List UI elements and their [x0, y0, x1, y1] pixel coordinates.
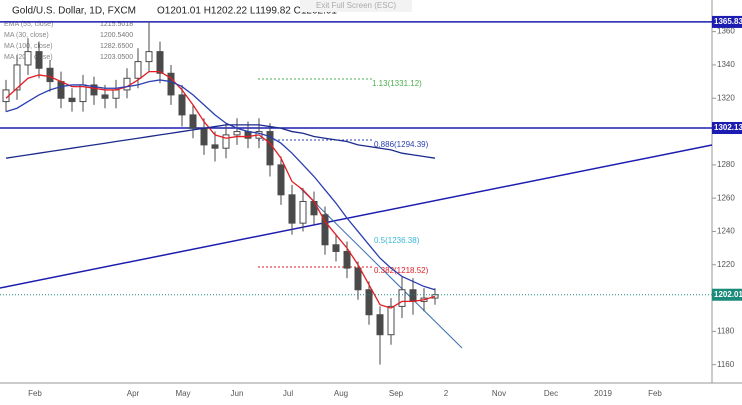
candle-body: [90, 84, 98, 96]
y-tick-label: 1360: [717, 27, 735, 36]
candle-body: [13, 64, 21, 91]
fib-label: 1.13(1331.12): [372, 79, 422, 88]
price-label-bg: [712, 15, 742, 28]
exit-button-bg[interactable]: [300, 0, 412, 12]
fib-label: 0.5(1236.38): [374, 236, 420, 245]
indicator-value: 1282.6500: [100, 43, 133, 50]
candle-body: [101, 94, 109, 99]
indicator-line: [5, 79, 436, 291]
candle-body: [299, 200, 307, 224]
candle-body: [189, 114, 197, 129]
candle-body: [156, 51, 164, 74]
candle-body: [332, 244, 340, 252]
candle-body: [167, 72, 175, 96]
candle-body: [343, 250, 351, 269]
x-tick-label: Feb: [28, 389, 42, 398]
candle-body: [244, 131, 252, 139]
chart-title: Gold/U.S. Dollar, 1D, FXCM: [12, 6, 136, 17]
candle-body: [57, 81, 65, 99]
price-label: 1302.13: [714, 123, 742, 132]
indicator-name: EMA (55, close): [4, 21, 53, 28]
last-price-label: 1202.01: [714, 290, 742, 299]
candle-body: [365, 289, 373, 316]
indicator-value: 1203.0500: [100, 54, 133, 61]
candle-body: [200, 127, 208, 146]
y-tick-label: 1160: [717, 360, 735, 369]
candle-body: [46, 67, 54, 83]
candle-body: [233, 131, 241, 136]
y-tick-label: 1340: [717, 60, 735, 69]
y-tick-label: 1180: [717, 326, 735, 335]
x-tick-label: Sep: [389, 389, 404, 398]
candle-body: [222, 134, 230, 149]
legend-bg: [2, 41, 134, 51]
candle-body: [398, 289, 406, 307]
candle-body: [376, 314, 384, 336]
indicator-line: [5, 124, 436, 159]
candle-body: [123, 77, 131, 91]
indicator-name: MA (30, close): [4, 32, 49, 39]
price-label-bg: [712, 122, 742, 135]
x-tick-label: May: [175, 389, 190, 398]
candle-body: [35, 51, 43, 69]
x-tick-label: 2: [444, 389, 449, 398]
legend-bg: [2, 19, 134, 29]
price-label: 1365.83: [714, 17, 742, 26]
candle-body: [277, 164, 285, 196]
trend-line: [0, 144, 713, 289]
y-tick-label: 1320: [717, 93, 735, 102]
candle-body: [68, 97, 76, 103]
ohlc-text: O1201.01 H1202.22 L1199.82 C1202.01: [157, 6, 337, 17]
candle-body: [24, 51, 32, 66]
candle-body: [321, 214, 329, 246]
indicator-line: [5, 70, 436, 309]
candle-body: [288, 194, 296, 224]
candle-body: [134, 61, 142, 79]
candle-body: [354, 267, 362, 291]
candle-body: [178, 94, 186, 116]
y-tick-label: 1280: [717, 160, 735, 169]
candle-body: [112, 89, 120, 99]
candle-body: [310, 200, 318, 216]
y-tick-label: 1220: [717, 260, 735, 269]
x-tick-label: Apr: [127, 389, 140, 398]
candle-body: [387, 305, 395, 336]
x-tick-label: Nov: [492, 389, 506, 398]
y-tick-label: 1240: [717, 227, 735, 236]
candle-body: [409, 289, 417, 302]
x-tick-label: Jun: [231, 389, 244, 398]
indicator-value: 1200.5400: [100, 32, 133, 39]
exit-button[interactable]: Exit Full Screen (ESC): [316, 1, 396, 10]
x-tick-label: Aug: [334, 389, 348, 398]
x-tick-label: Dec: [544, 389, 558, 398]
x-tick-label: 2019: [594, 389, 612, 398]
x-tick-label: Feb: [648, 389, 662, 398]
x-tick-label: Jul: [283, 389, 293, 398]
candle-body: [145, 51, 153, 63]
indicator-value: 1215.5018: [100, 21, 133, 28]
legend-bg: [2, 52, 134, 62]
last-price-bg: [712, 288, 742, 301]
legend-bg: [2, 30, 134, 40]
fib-label: 0.886(1294.39): [374, 140, 429, 149]
fib-label: 0.382(1218.52): [374, 266, 429, 275]
y-tick-label: 1260: [717, 193, 735, 202]
candle-body: [211, 144, 219, 149]
